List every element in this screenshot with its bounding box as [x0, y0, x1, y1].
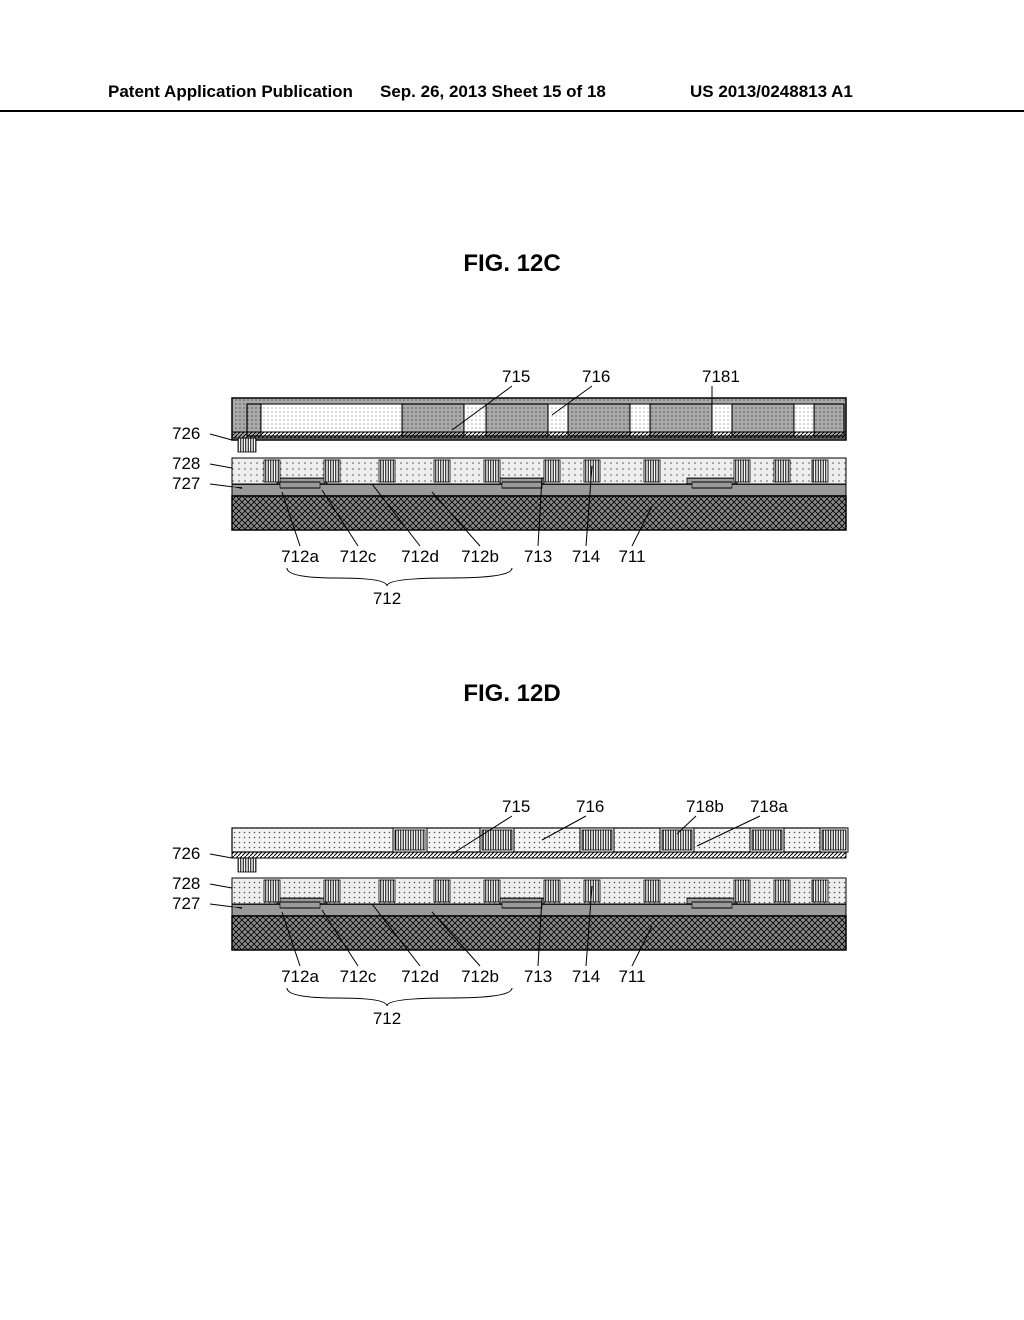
- svg-text:711: 711: [618, 547, 645, 566]
- svg-text:7181: 7181: [702, 370, 740, 386]
- svg-text:716: 716: [576, 800, 604, 816]
- svg-text:712b: 712b: [461, 967, 499, 986]
- svg-text:712b: 712b: [461, 547, 499, 566]
- svg-text:715: 715: [502, 370, 530, 386]
- svg-text:713: 713: [524, 547, 552, 566]
- svg-text:727: 727: [172, 474, 200, 493]
- figure-c-title: FIG. 12C: [463, 250, 560, 278]
- svg-text:715: 715: [502, 800, 530, 816]
- svg-text:712d: 712d: [401, 967, 439, 986]
- svg-text:713: 713: [524, 967, 552, 986]
- svg-text:728: 728: [172, 454, 200, 473]
- svg-text:712c: 712c: [340, 547, 377, 566]
- svg-text:718a: 718a: [750, 800, 788, 816]
- header-left: Patent Application Publication: [108, 82, 353, 102]
- svg-text:712a: 712a: [281, 547, 319, 566]
- svg-text:716: 716: [582, 370, 610, 386]
- svg-text:712c: 712c: [340, 967, 377, 986]
- header-center: Sep. 26, 2013 Sheet 15 of 18: [380, 82, 606, 102]
- svg-text:728: 728: [172, 874, 200, 893]
- svg-text:712a: 712a: [281, 967, 319, 986]
- svg-text:714: 714: [572, 967, 600, 986]
- figure-c-diagram: 715 716 7181 726 728727 712a 712c 712d 712b 713 71…: [122, 370, 902, 620]
- page-header: Patent Application Publication Sep. 26, …: [0, 82, 1024, 112]
- header-right: US 2013/0248813 A1: [690, 82, 853, 102]
- figure-d-diagram: 715 716 718b 718a 726 728727 712a 712c 712d 712b 7…: [122, 800, 902, 1040]
- patent-page: Patent Application Publication Sep. 26, …: [0, 0, 1024, 1320]
- svg-text:712d: 712d: [401, 547, 439, 566]
- svg-text:711: 711: [618, 967, 645, 986]
- svg-text:712: 712: [373, 1009, 401, 1028]
- svg-text:726: 726: [172, 424, 200, 443]
- figure-d-title: FIG. 12D: [463, 680, 560, 708]
- svg-text:712: 712: [373, 589, 401, 608]
- svg-text:718b: 718b: [686, 800, 724, 816]
- svg-text:727: 727: [172, 894, 200, 913]
- svg-text:726: 726: [172, 844, 200, 863]
- svg-text:714: 714: [572, 547, 600, 566]
